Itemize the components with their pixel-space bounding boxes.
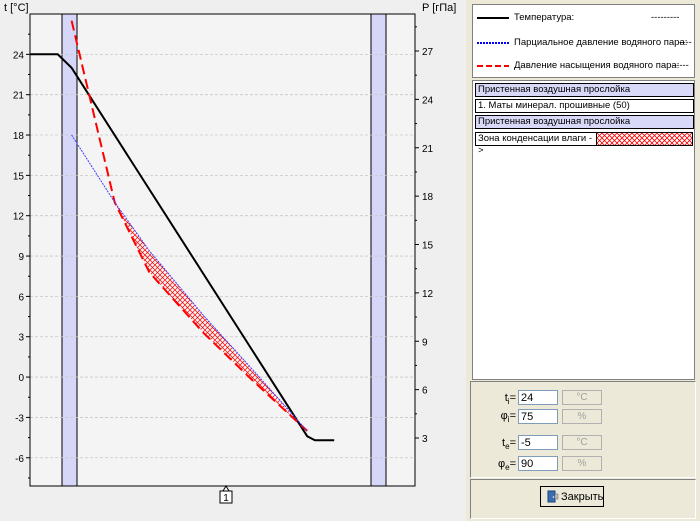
legend-line-dashed-icon: [477, 65, 509, 67]
right-tick-label: 18: [422, 192, 434, 203]
phi-e-label: φe=: [497, 458, 516, 473]
right-axis-label: P [гПа]: [422, 2, 456, 14]
params-panel: [470, 381, 696, 478]
left-tick-label: 6: [18, 292, 24, 303]
right-tick-label: 21: [422, 144, 434, 155]
phi-e-unit: %: [562, 456, 602, 471]
te-label: te=: [502, 437, 516, 452]
phi-i-input[interactable]: [518, 409, 558, 424]
legend-label: Парциальное давление водяного пара:: [514, 37, 688, 48]
left-axis-label: t [°C]: [4, 2, 29, 14]
left-tick-label: 0: [18, 373, 24, 384]
phi-i-label: φi=: [500, 410, 516, 425]
layer-row-air-outer[interactable]: Пристенная воздушная прослойка: [475, 115, 694, 129]
legend-dash: -----: [673, 60, 689, 71]
condensation-swatch: [596, 132, 693, 146]
series-partial: [71, 134, 308, 432]
left-tick-label: 3: [18, 333, 24, 344]
left-tick-label: -3: [15, 413, 24, 424]
phi-e-input[interactable]: [518, 456, 558, 471]
ti-unit: °C: [562, 390, 602, 405]
series-temperature: [30, 53, 335, 442]
legend-dash: ----: [679, 37, 692, 48]
plot-area: [30, 14, 415, 486]
layer-row-air-inner[interactable]: Пристенная воздушная прослойка: [475, 83, 694, 97]
right-tick-label: 12: [422, 289, 434, 300]
legend-label: Температура:: [514, 12, 575, 23]
phi-i-unit: %: [562, 409, 602, 424]
left-tick-label: 24: [13, 50, 25, 61]
right-tick-label: 15: [422, 241, 434, 252]
condensation-label: Зона конденсации влаги ->: [475, 132, 597, 156]
te-unit: °C: [562, 435, 602, 450]
button-panel: [470, 479, 696, 519]
legend: Температура: --------- Парциальное давле…: [472, 4, 695, 78]
door-exit-icon: [547, 490, 559, 503]
right-tick-label: 24: [422, 95, 434, 106]
legend-line-solid-icon: [477, 17, 509, 19]
layer-row-material[interactable]: 1. Маты минерал. прошивные (50): [475, 99, 694, 113]
x-marker[interactable]: 1: [219, 485, 233, 504]
layers-list: Пристенная воздушная прослойка 1. Маты м…: [472, 80, 695, 380]
ti-label: ti=: [504, 392, 516, 407]
right-tick-label: 3: [422, 434, 428, 445]
legend-dash: ---------: [651, 12, 680, 23]
left-tick-label: 18: [13, 131, 25, 142]
condensation-legend: Зона конденсации влаги ->: [475, 132, 693, 156]
right-tick-label: 9: [422, 337, 428, 348]
left-tick-label: -6: [15, 454, 24, 465]
chart: 24 21 18 15 12 9 6 3 0 -3 -6 27 24 21 18 15 12 9 6 3 t [°C]…: [0, 0, 466, 521]
legend-line-dotted-icon: [477, 42, 509, 44]
te-input[interactable]: [518, 435, 558, 450]
left-tick-label: 15: [13, 171, 25, 182]
ti-input[interactable]: [518, 390, 558, 405]
left-tick-label: 9: [18, 252, 24, 263]
air-layer-inner: [61, 13, 78, 487]
x-marker-label: 1: [223, 493, 229, 504]
left-tick-label: 21: [13, 91, 25, 102]
right-tick-label: 27: [422, 47, 434, 58]
right-tick-label: 6: [422, 386, 428, 397]
plot-frame: [29, 13, 416, 487]
left-tick-label: 12: [13, 212, 25, 223]
series-saturation: [70, 20, 308, 432]
close-button[interactable]: Закрыть: [540, 486, 604, 507]
legend-label: Давление насыщения водяного пара:: [514, 60, 680, 71]
air-layer-outer: [370, 13, 387, 487]
